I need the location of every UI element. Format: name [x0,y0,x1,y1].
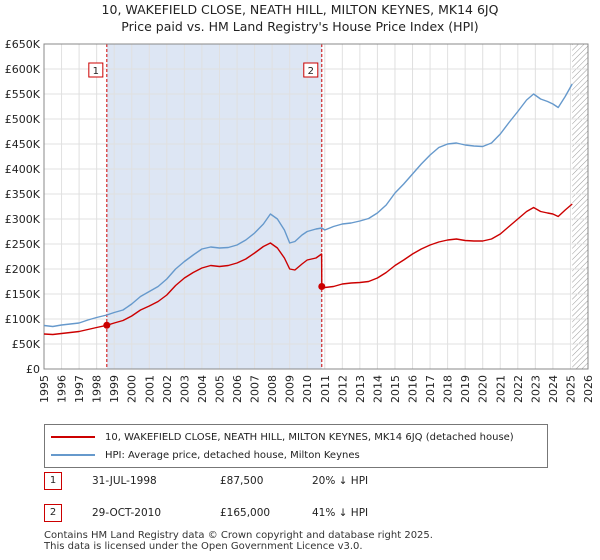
y-tick-label: £0 [26,363,40,376]
annotation-label: 2 [303,62,319,78]
x-tick-label: 1997 [73,375,86,403]
x-tick-label: 2001 [143,375,156,403]
x-tick-label: 2012 [336,375,349,403]
y-tick-label: £650K [5,38,41,51]
y-tick-label: £550K [5,88,41,101]
price-chart: £0 £50K £100K £150K £200K £250K £300K £350K £400… [5,38,595,403]
x-tick-label: 2023 [529,375,542,403]
x-tick-label: 2002 [161,375,174,403]
annotation-number: 2 [308,66,314,77]
x-tick-label: 2007 [249,375,262,403]
sale-row: 2 29-OCT-2010 £165,000 41% ↓ HPI [44,504,384,524]
x-tick-label: 2015 [389,375,402,403]
sale-point [103,321,111,329]
x-tick-label: 2003 [178,375,191,403]
x-tick-label: 2009 [284,375,297,403]
y-tick-label: £600K [5,63,41,76]
legend-label-hpi: HPI: Average price, detached house, Milt… [105,449,360,461]
y-tick-label: £100K [5,313,41,326]
legend-swatch-hpi [51,454,95,456]
y-tick-label: £350K [5,188,41,201]
sale-date: 29-OCT-2010 [92,507,161,519]
x-tick-label: 2013 [354,375,367,403]
plot-border [43,43,589,370]
x-tick-label: 2008 [266,375,279,403]
x-tick-label: 2019 [459,375,472,403]
y-tick-label: £200K [5,263,41,276]
sale-marker-badge: 1 [44,472,62,490]
sale-price: £87,500 [220,475,264,487]
sale-hpi-diff: 20% ↓ HPI [312,475,369,487]
y-tick-label: £250K [5,238,41,251]
legend-item-property: 10, WAKEFIELD CLOSE, NEATH HILL, MILTON … [51,429,514,445]
x-tick-label: 2000 [126,375,139,403]
x-tick-label: 2026 [582,375,595,403]
x-tick-label: 1995 [38,375,51,403]
x-tick-label: 2011 [319,375,332,403]
x-tick-label: 2024 [547,375,560,403]
x-tick-label: 2020 [477,375,490,403]
y-tick-label: £450K [5,138,41,151]
x-tick-label: 2005 [213,375,226,403]
x-tick-label: 1996 [56,375,69,403]
annotation-label: 1 [88,62,104,78]
hpi-line [43,83,573,328]
sale-date: 31-JUL-1998 [92,475,157,487]
y-tick-label: £500K [5,113,41,126]
forecast-hatch [572,44,588,369]
annotation-number: 1 [93,66,99,77]
legend-swatch-property [51,436,95,438]
x-tick-label: 2010 [301,375,314,403]
sale-point [318,283,326,290]
sale-marker-badge: 2 [44,504,62,522]
x-tick-label: 1998 [91,375,104,403]
legend-item-hpi: HPI: Average price, detached house, Milt… [51,447,360,463]
footer: Contains HM Land Registry data © Crown c… [44,530,433,552]
x-tick-label: 2006 [231,375,244,403]
sale-row: 1 31-JUL-1998 £87,500 20% ↓ HPI [44,472,384,492]
x-tick-label: 2025 [564,375,577,403]
annotation-box [303,62,319,78]
x-tick-label: 2004 [196,375,209,403]
y-tick-label: £400K [5,163,41,176]
ownership-period-shade [106,44,322,369]
x-tick-label: 1999 [108,375,121,403]
y-tick-label: £150K [5,288,41,301]
legend: 10, WAKEFIELD CLOSE, NEATH HILL, MILTON … [44,424,548,468]
sale-hpi-diff: 41% ↓ HPI [312,507,369,519]
y-tick-label: £50K [12,338,41,351]
x-tick-label: 2016 [407,375,420,403]
chart-subtitle: Price paid vs. HM Land Registry's House … [121,19,479,34]
x-tick-label: 2014 [371,375,384,403]
annotation-box [88,62,104,78]
property-price-line [43,203,573,336]
x-tick-label: 2018 [442,375,455,403]
x-tick-label: 2017 [424,375,437,403]
x-tick-label: 2022 [512,375,525,403]
y-tick-label: £300K [5,213,41,226]
sale-price: £165,000 [220,507,271,519]
x-tick-label: 2021 [494,375,507,403]
footer-licence: This data is licensed under the Open Gov… [44,541,363,552]
footer-copyright: Contains HM Land Registry data © Crown c… [44,530,433,541]
chart-title: 10, WAKEFIELD CLOSE, NEATH HILL, MILTON … [101,2,499,17]
legend-label-property: 10, WAKEFIELD CLOSE, NEATH HILL, MILTON … [105,431,514,443]
